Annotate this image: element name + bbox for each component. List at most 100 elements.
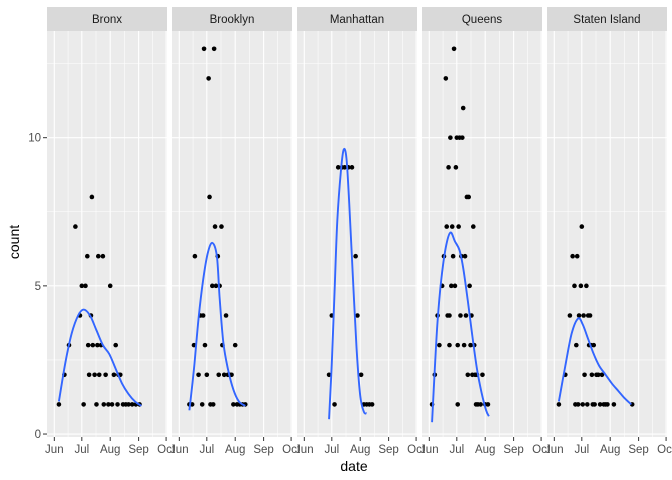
- data-point: [599, 372, 605, 378]
- data-point: [578, 283, 584, 289]
- data-point: [450, 253, 456, 259]
- x-tick-label: Aug: [225, 444, 245, 456]
- data-point: [460, 135, 465, 140]
- x-tick-label: Sep: [503, 444, 523, 456]
- data-point: [446, 165, 451, 170]
- data-point: [342, 165, 347, 170]
- x-tick-label: Sep: [378, 444, 398, 456]
- data-point: [223, 313, 229, 318]
- facet-strip: [47, 7, 167, 31]
- y-tick-label: 0: [35, 429, 41, 441]
- x-tick-label: Jul: [449, 444, 464, 456]
- data-point: [96, 372, 102, 378]
- facet-panel: Brooklyn Jun Jul Aug Sep Oct: [170, 7, 301, 456]
- data-point: [221, 372, 227, 378]
- x-tick-label: Sep: [128, 444, 148, 456]
- data-point: [103, 372, 108, 378]
- data-point: [448, 135, 453, 140]
- data-point: [485, 402, 491, 407]
- smooth-line: [328, 147, 368, 420]
- data-point: [219, 224, 224, 229]
- facet-strip: [297, 7, 417, 31]
- data-point: [192, 253, 198, 259]
- data-point: [202, 342, 208, 348]
- smooth-line: [188, 241, 246, 411]
- data-point: [79, 283, 85, 289]
- panel-background: [47, 31, 167, 437]
- x-tick-label: Sep: [253, 444, 273, 456]
- data-point: [212, 224, 218, 229]
- data-point: [216, 372, 222, 378]
- data-point: [126, 402, 131, 407]
- data-point: [591, 342, 597, 348]
- data-point: [463, 313, 469, 318]
- data-point: [95, 342, 100, 348]
- facet-strip: [547, 7, 667, 31]
- data-point: [89, 194, 95, 200]
- x-tick-label: Oct: [282, 444, 301, 456]
- data-point: [211, 46, 217, 52]
- data-point: [451, 46, 457, 52]
- data-point: [589, 372, 595, 378]
- panel-background: [422, 31, 542, 437]
- data-point: [585, 402, 590, 407]
- panel-background: [297, 31, 417, 437]
- x-tick-label: Jun: [545, 444, 564, 456]
- data-point: [85, 253, 90, 259]
- facet-strip: [172, 7, 292, 31]
- data-point: [444, 224, 450, 229]
- data-point: [443, 76, 449, 81]
- y-tick-label: 10: [28, 133, 41, 145]
- smooth-line: [431, 231, 490, 423]
- data-point: [570, 253, 575, 259]
- data-point: [100, 253, 106, 259]
- data-point: [355, 313, 360, 318]
- data-point: [579, 224, 585, 229]
- data-point: [576, 313, 582, 318]
- x-tick-label: Jun: [295, 444, 314, 456]
- x-tick-label: Oct: [657, 444, 672, 456]
- data-point: [201, 46, 207, 52]
- data-point: [200, 313, 206, 318]
- facet-strip-label: Brooklyn: [210, 14, 255, 26]
- data-point: [106, 402, 111, 407]
- data-point: [447, 342, 452, 348]
- data-point: [449, 283, 454, 289]
- data-point: [575, 402, 581, 407]
- data-point: [595, 372, 601, 378]
- data-point: [461, 342, 467, 348]
- data-point: [204, 372, 210, 378]
- facet-strip-label: Staten Island: [573, 14, 640, 26]
- data-point: [456, 224, 461, 229]
- y-axis-title: count: [6, 225, 22, 259]
- data-point: [605, 402, 610, 407]
- x-tick-label: Sep: [628, 444, 648, 456]
- data-point: [109, 402, 115, 407]
- data-point: [92, 372, 97, 378]
- data-point: [582, 372, 587, 378]
- data-point: [453, 165, 459, 170]
- data-point: [86, 372, 92, 378]
- data-point: [455, 402, 461, 407]
- data-point: [111, 372, 117, 378]
- data-point: [83, 283, 88, 289]
- facet-panels: Bronx Jun Jul Aug Sep Oct Brooklyn Jun Jul Aug Sep…: [45, 7, 672, 456]
- panel-background: [172, 31, 292, 437]
- data-point: [213, 283, 219, 289]
- x-axis-title: date: [340, 458, 367, 474]
- data-point: [206, 76, 211, 81]
- data-point: [115, 402, 120, 407]
- data-point: [455, 342, 461, 348]
- x-tick-label: Aug: [350, 444, 370, 456]
- data-point: [101, 402, 107, 407]
- data-point: [231, 402, 236, 407]
- data-point: [466, 194, 472, 200]
- panel-background: [547, 31, 667, 437]
- x-tick-label: Oct: [157, 444, 176, 456]
- data-point: [349, 165, 355, 170]
- data-point: [369, 402, 375, 407]
- x-tick-label: Jul: [74, 444, 89, 456]
- data-point: [210, 283, 215, 289]
- smooth-line: [557, 317, 632, 406]
- data-point: [73, 224, 78, 229]
